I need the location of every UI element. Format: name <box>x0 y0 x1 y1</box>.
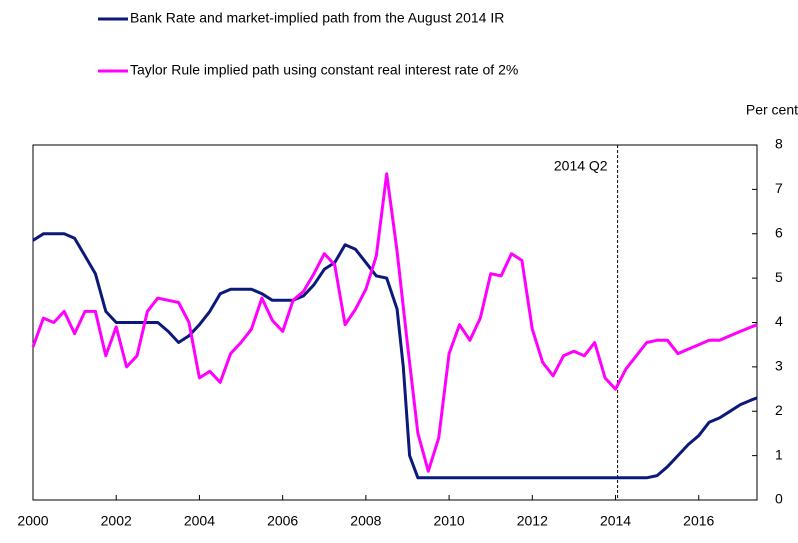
y-axis-label: Per cent <box>746 102 798 118</box>
x-tick-label: 2008 <box>350 513 381 529</box>
x-tick-label: 2012 <box>517 513 548 529</box>
series-line <box>32 232 758 480</box>
y-tick-label: 3 <box>775 358 783 374</box>
y-tick-label: 6 <box>775 224 783 240</box>
legend-label: Taylor Rule implied path using constant … <box>130 62 518 78</box>
x-tick-label: 2000 <box>17 513 48 529</box>
x-tick-label: 2004 <box>184 513 215 529</box>
x-tick-label: 2010 <box>434 513 465 529</box>
annotation-label: 2014 Q2 <box>554 158 608 174</box>
x-tick-label: 2016 <box>683 513 714 529</box>
y-tick-label: 7 <box>775 180 783 196</box>
y-tick-label: 5 <box>775 269 783 285</box>
x-tick-label: 2002 <box>101 513 132 529</box>
y-tick-label: 8 <box>775 136 783 152</box>
y-tick-label: 0 <box>775 491 783 507</box>
series-line <box>31 172 758 473</box>
legend-label: Bank Rate and market-implied path from t… <box>130 10 504 26</box>
y-tick-label: 4 <box>775 313 783 329</box>
x-tick-label: 2014 <box>600 513 631 529</box>
y-tick-label: 2 <box>775 402 783 418</box>
x-tick-label: 2006 <box>267 513 298 529</box>
y-tick-label: 1 <box>775 446 783 462</box>
